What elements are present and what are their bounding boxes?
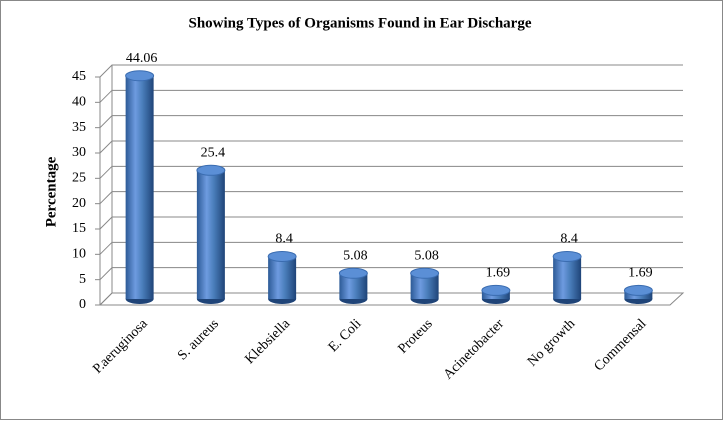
- data-label: 44.06: [126, 51, 158, 66]
- bar: [481, 284, 511, 304]
- bar: [196, 164, 226, 304]
- grid-line: [99, 165, 683, 179]
- grid-line: [99, 89, 683, 103]
- y-tick-label: 0: [79, 297, 86, 312]
- bar-body: [196, 170, 225, 299]
- y-tick-label: 5: [79, 272, 86, 287]
- y-tick-label: 40: [72, 95, 86, 110]
- bar-body: [553, 256, 582, 299]
- bar-top: [481, 284, 511, 296]
- y-axis-label: Percentage: [43, 156, 59, 227]
- data-label: 1.69: [486, 266, 511, 281]
- bar-body: [125, 75, 154, 299]
- plot-area: [95, 64, 685, 306]
- grid-line: [99, 216, 683, 230]
- bar-top: [552, 250, 582, 262]
- data-label: 8.4: [560, 232, 578, 247]
- grid-line: [99, 191, 683, 205]
- y-tick-label: 35: [72, 120, 86, 135]
- y-tick-label: 30: [72, 145, 86, 160]
- bar: [552, 250, 582, 304]
- y-tick-label: 25: [72, 171, 86, 186]
- grid-line: [99, 267, 683, 281]
- bar-top: [196, 164, 226, 176]
- data-label: 5.08: [343, 248, 368, 263]
- grid-line: [99, 115, 683, 129]
- bar-top: [267, 250, 297, 262]
- grid-line: [99, 64, 683, 78]
- data-label: 1.69: [628, 266, 653, 281]
- data-label: 8.4: [275, 232, 293, 247]
- grid-line: [99, 241, 683, 255]
- bar-top: [338, 267, 368, 279]
- bar: [125, 70, 155, 304]
- data-label: 25.4: [201, 146, 226, 161]
- bar: [410, 267, 440, 304]
- y-tick-label: 45: [72, 69, 86, 84]
- data-label: 5.08: [414, 248, 439, 263]
- chart-title: Showing Types of Organisms Found in Ear …: [189, 15, 532, 31]
- y-tick-label: 10: [72, 247, 86, 262]
- bar-body: [268, 256, 297, 299]
- bar-top: [125, 70, 155, 82]
- y-tick-label: 15: [72, 221, 86, 236]
- y-tick-label: 20: [72, 196, 86, 211]
- bar-top: [410, 267, 440, 279]
- bar: [338, 267, 368, 304]
- grid-line: [99, 140, 683, 154]
- bar: [623, 284, 653, 304]
- bar-top: [623, 284, 653, 296]
- bar: [267, 250, 297, 304]
